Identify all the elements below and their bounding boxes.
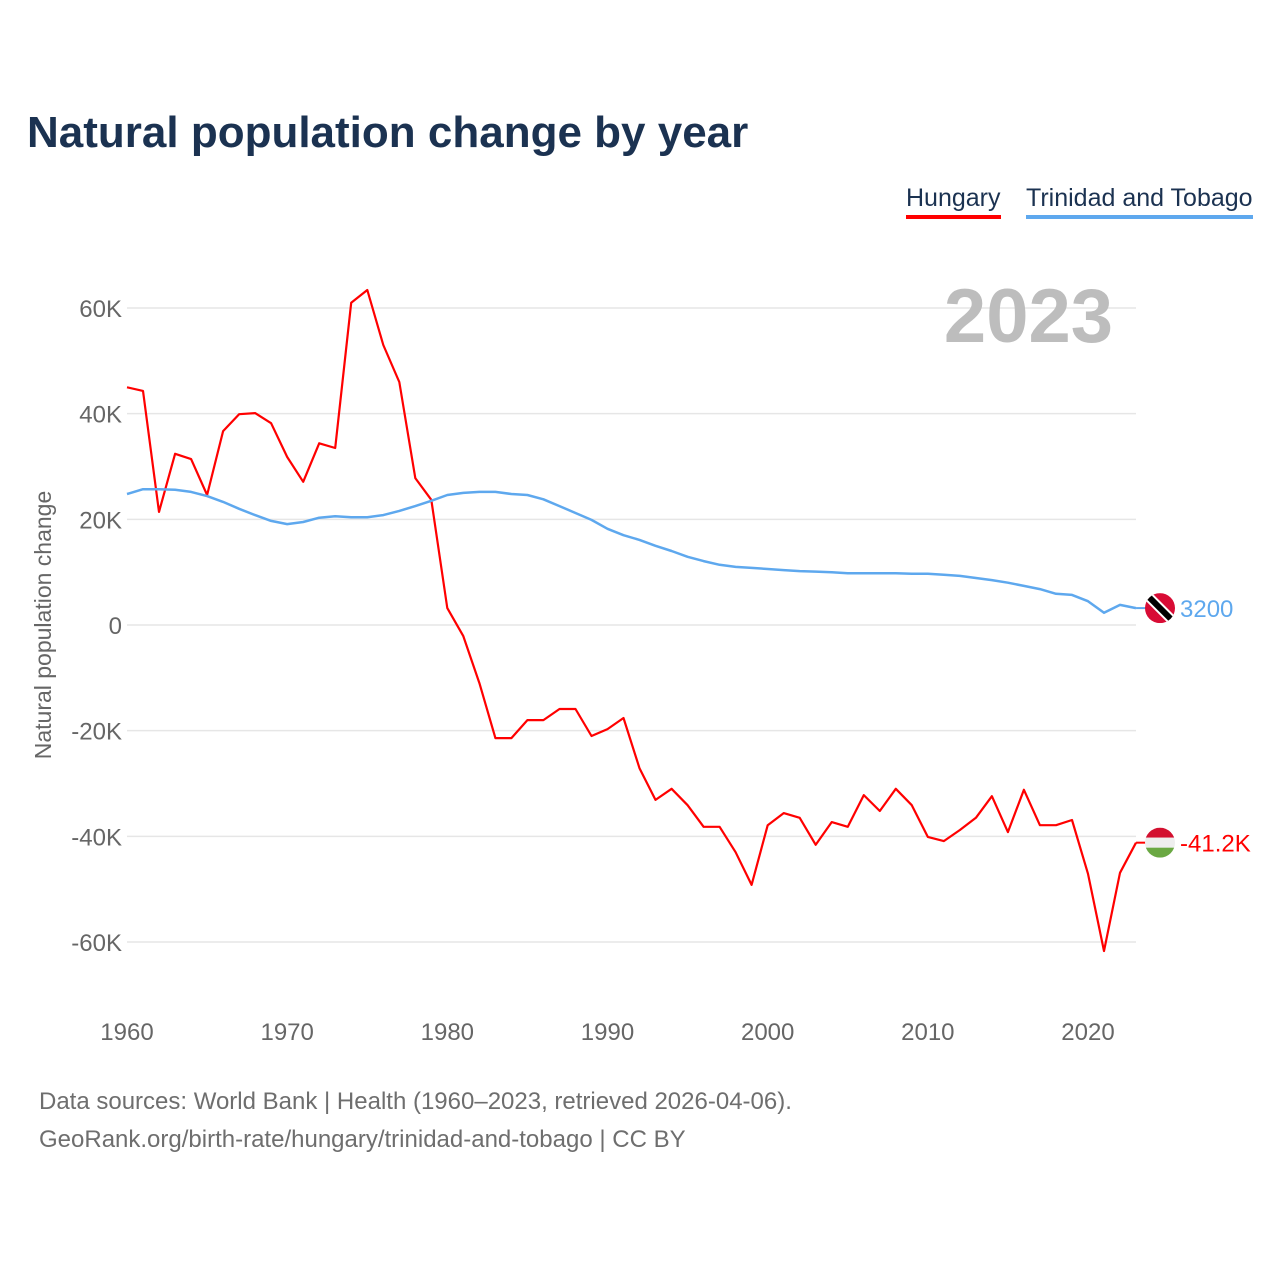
series-line-trinidad-and-tobago xyxy=(126,487,1137,615)
y-axis-label: Natural population change xyxy=(30,491,56,760)
end-value-label: -41.2K xyxy=(1180,831,1251,858)
y-tick-label: 60K xyxy=(79,296,122,323)
chart-title: Natural population change by year xyxy=(27,108,749,157)
y-tick-label: -60K xyxy=(71,930,122,957)
x-tick-label: 1970 xyxy=(260,1019,313,1046)
hungary-flag-icon xyxy=(1145,827,1175,858)
end-value-label: 3200 xyxy=(1180,596,1233,623)
y-tick-label: 20K xyxy=(79,507,122,534)
x-tick-label: 1980 xyxy=(421,1019,474,1046)
x-tick-label: 2010 xyxy=(901,1019,954,1046)
legend-trinidad-and-tobago[interactable]: Trinidad and Tobago xyxy=(1026,184,1253,219)
year-label: 2023 xyxy=(944,274,1113,359)
footer-attribution[interactable]: GeoRank.org/birth-rate/hungary/trinidad-… xyxy=(39,1126,686,1153)
y-tick-label: -20K xyxy=(71,719,122,746)
x-tick-label: 2000 xyxy=(741,1019,794,1046)
legend-hungary[interactable]: Hungary xyxy=(906,184,1001,219)
trinidad-and-tobago-flag-icon xyxy=(1145,593,1175,624)
y-tick-label: 0 xyxy=(109,613,122,640)
footer-sources: Data sources: World Bank | Health (1960–… xyxy=(39,1088,792,1115)
y-tick-label: 40K xyxy=(79,402,122,429)
x-tick-label: 1960 xyxy=(100,1019,153,1046)
y-tick-label: -40K xyxy=(71,824,122,851)
x-tick-label: 2020 xyxy=(1061,1019,1114,1046)
x-tick-label: 1990 xyxy=(581,1019,634,1046)
series-line-hungary xyxy=(126,288,1137,953)
